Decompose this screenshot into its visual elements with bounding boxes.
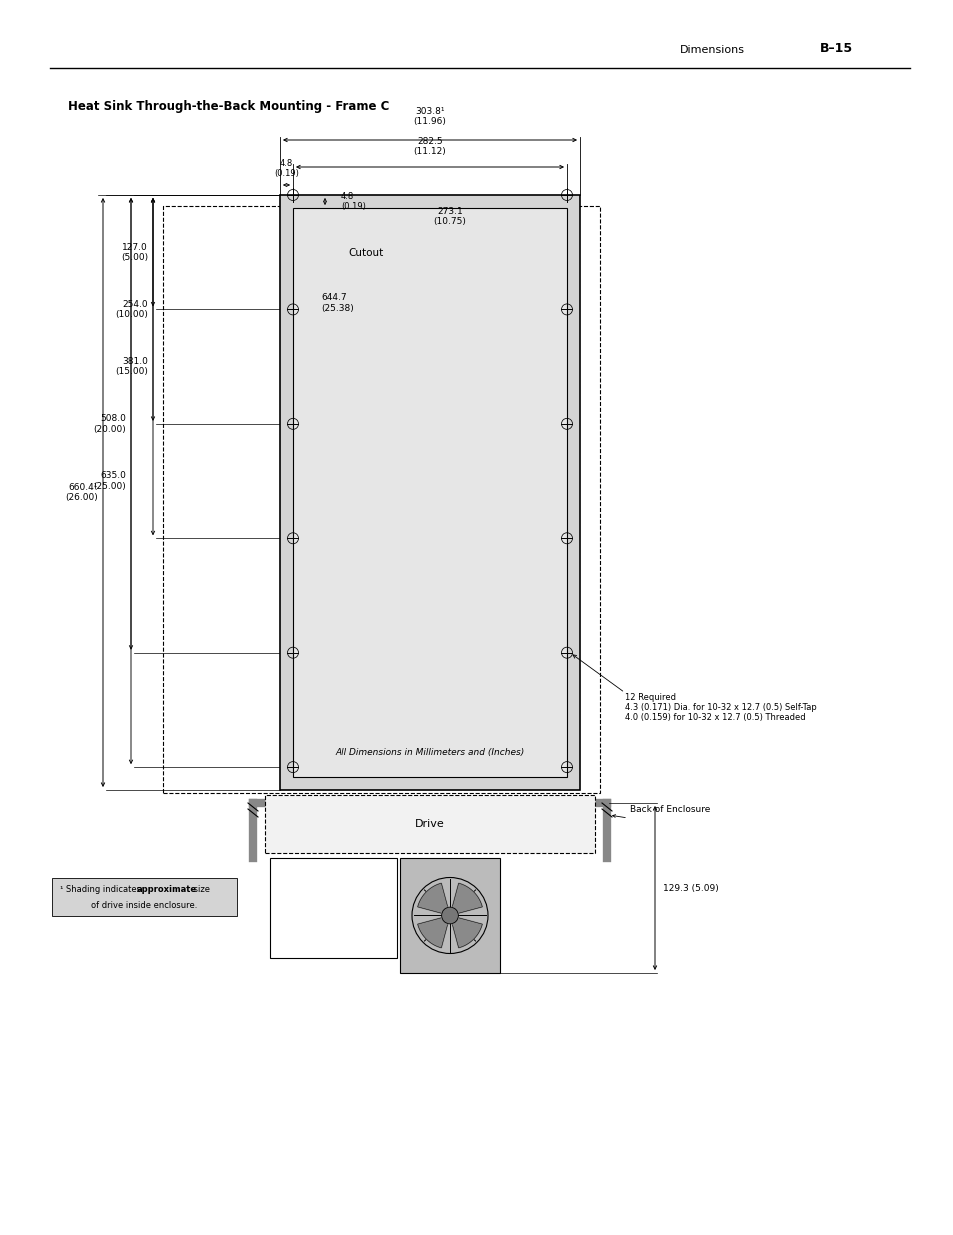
Text: Heat Sink Through-the-Back Mounting - Frame C: Heat Sink Through-the-Back Mounting - Fr… (68, 100, 389, 112)
Bar (265, 795, 595, 853)
Bar (280, 195, 579, 790)
Text: B–15: B–15 (820, 42, 852, 56)
Polygon shape (452, 883, 482, 913)
Bar (163, 206, 599, 793)
Polygon shape (452, 918, 482, 947)
Text: 508.0
(20.00): 508.0 (20.00) (93, 414, 126, 433)
Text: approximate: approximate (137, 885, 197, 894)
Polygon shape (417, 918, 447, 947)
Text: Back of Enclosure: Back of Enclosure (629, 805, 710, 815)
Text: 381.0
(15.00): 381.0 (15.00) (115, 357, 148, 377)
Bar (399, 858, 499, 973)
Bar (270, 858, 396, 958)
Text: ¹ Shading indicates: ¹ Shading indicates (60, 885, 144, 894)
Text: 4.8
(0.19): 4.8 (0.19) (274, 158, 298, 178)
Text: Drive: Drive (415, 819, 444, 829)
Text: 660.4¹
(26.00): 660.4¹ (26.00) (65, 483, 98, 503)
Text: size: size (191, 885, 210, 894)
Bar (293, 207, 566, 777)
Text: 254.0
(10.00): 254.0 (10.00) (115, 300, 148, 319)
Text: 127.0
(5.00): 127.0 (5.00) (121, 242, 148, 262)
Text: 4.8
(0.19): 4.8 (0.19) (340, 191, 366, 211)
Polygon shape (417, 883, 447, 913)
Text: 303.8¹
(11.96): 303.8¹ (11.96) (414, 106, 446, 126)
Text: Cutout: Cutout (348, 248, 383, 258)
Text: All Dimensions in Millimeters and (Inches): All Dimensions in Millimeters and (Inche… (335, 747, 524, 757)
Circle shape (441, 908, 457, 924)
Text: 12 Required
4.3 (0.171) Dia. for 10-32 x 12.7 (0.5) Self-Tap
4.0 (0.159) for 10-: 12 Required 4.3 (0.171) Dia. for 10-32 x… (624, 693, 816, 722)
Text: 282.5
(11.12): 282.5 (11.12) (414, 137, 446, 156)
Bar (52, 878, 236, 916)
Text: 644.7
(25.38): 644.7 (25.38) (320, 293, 354, 312)
Text: 635.0
(25.00): 635.0 (25.00) (93, 472, 126, 490)
Text: Dimensions: Dimensions (679, 44, 744, 56)
Text: of drive inside enclosure.: of drive inside enclosure. (91, 900, 197, 909)
Text: 129.3 (5.09): 129.3 (5.09) (662, 883, 718, 893)
Text: 273.1
(10.75): 273.1 (10.75) (433, 206, 466, 226)
